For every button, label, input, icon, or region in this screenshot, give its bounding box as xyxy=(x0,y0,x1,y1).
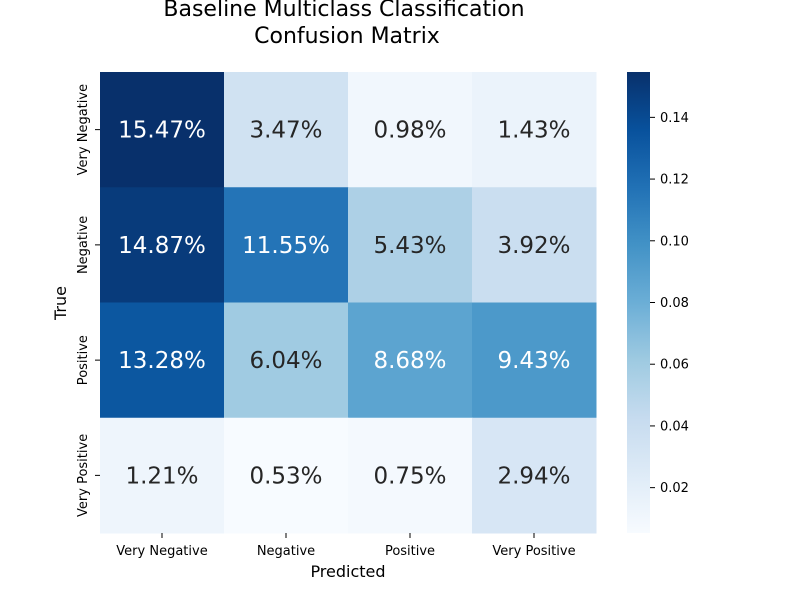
colorbar-ticks: 0.02 0.04 0.06 0.08 0.10 0.12 0.14 xyxy=(650,111,689,496)
heatmap-cells: 15.47% 3.47% 0.98% 1.43% 14.87% 11.55% 5.43% 3.… xyxy=(100,72,597,534)
y-axis-ticks: Very Negative Negative Positive Very Positi… xyxy=(76,84,100,517)
heatmap-cell xyxy=(100,187,225,303)
cell-value-label: 1.43% xyxy=(497,118,570,144)
cell-value-label: 14.87% xyxy=(118,233,206,259)
cell-value-label: 13.28% xyxy=(118,348,206,374)
heatmap-cell xyxy=(348,302,473,419)
heatmap-cell xyxy=(348,72,473,188)
heatmap-cell xyxy=(224,72,349,188)
y-tick-label: Very Negative xyxy=(76,84,91,175)
cell-value-label: 0.53% xyxy=(249,463,322,489)
chart-title-line-1: Baseline Multiclass Classification xyxy=(163,0,524,22)
cell-value-label: 0.75% xyxy=(373,463,446,489)
heatmap-cell xyxy=(224,187,349,303)
colorbar-tick-label: 0.14 xyxy=(660,111,689,126)
cell-value-label: 11.55% xyxy=(242,233,330,259)
colorbar-tick-label: 0.02 xyxy=(660,481,689,496)
cell-value-label: 9.43% xyxy=(497,348,570,374)
y-tick-label: Very Positive xyxy=(76,434,91,517)
cell-value-label: 1.21% xyxy=(125,463,198,489)
y-axis-label: True xyxy=(51,286,70,321)
y-tick-label: Positive xyxy=(76,335,91,385)
colorbar-tick-label: 0.08 xyxy=(660,296,689,311)
heatmap-cell xyxy=(100,72,225,188)
colorbar-tick-label: 0.12 xyxy=(660,173,689,188)
heatmap-cell xyxy=(348,187,473,303)
cell-value-label: 2.94% xyxy=(497,463,570,489)
cell-value-label: 15.47% xyxy=(118,118,206,144)
heatmap-cell xyxy=(224,302,349,419)
cell-value-label: 8.68% xyxy=(373,348,446,374)
cell-value-label: 3.47% xyxy=(249,118,322,144)
x-tick-label: Very Negative xyxy=(116,544,207,559)
chart-title-line-2: Confusion Matrix xyxy=(254,24,440,49)
cell-value-label: 6.04% xyxy=(249,348,322,374)
y-tick-label: Negative xyxy=(76,216,91,274)
heatmap-cell xyxy=(472,417,597,534)
heatmap-cell xyxy=(100,417,225,534)
heatmap-cell xyxy=(472,72,597,188)
heatmap-cell xyxy=(472,187,597,303)
x-tick-label: Very Positive xyxy=(492,544,575,559)
x-axis-label: Predicted xyxy=(310,562,385,581)
x-tick-label: Positive xyxy=(385,544,435,559)
heatmap-cell xyxy=(348,417,473,534)
x-tick-label: Negative xyxy=(257,544,315,559)
colorbar-tick-label: 0.06 xyxy=(660,358,689,373)
cell-value-label: 5.43% xyxy=(373,233,446,259)
colorbar-tick-label: 0.10 xyxy=(660,234,689,249)
cell-value-label: 3.92% xyxy=(497,233,570,259)
x-axis-ticks: Very Negative Negative Positive Very Positi… xyxy=(116,533,576,559)
heatmap-cell xyxy=(472,302,597,419)
colorbar xyxy=(627,72,650,533)
heatmap-cell xyxy=(224,417,349,534)
colorbar-tick-label: 0.04 xyxy=(660,419,689,434)
heatmap-cell xyxy=(100,302,225,419)
cell-value-label: 0.98% xyxy=(373,118,446,144)
